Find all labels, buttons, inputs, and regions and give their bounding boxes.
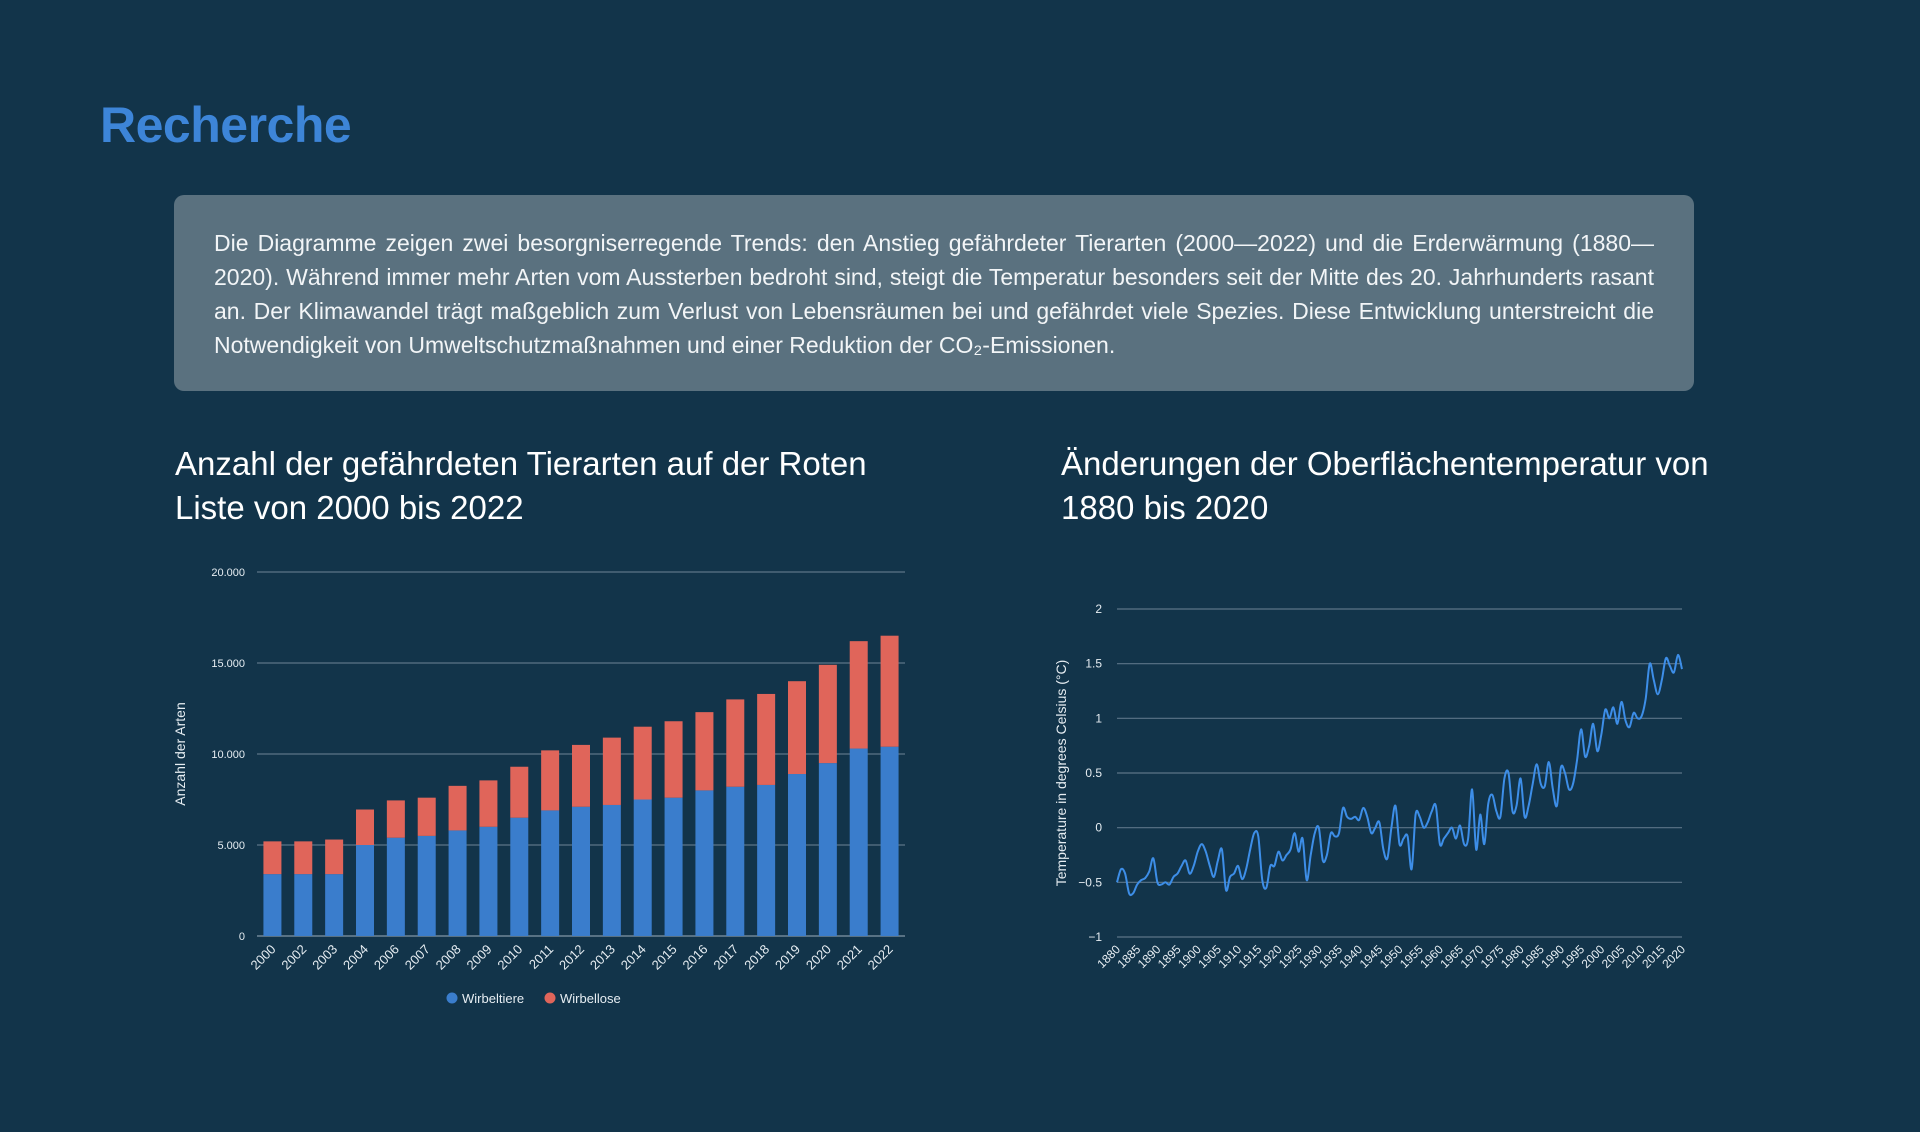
bar-invertebrates [664, 721, 683, 798]
x-tick-label: 2010 [494, 942, 525, 973]
x-tick-label: 2004 [340, 942, 371, 973]
bar-invertebrates [695, 712, 714, 791]
bar-invertebrates [479, 780, 498, 827]
y-tick-label: 5.000 [217, 840, 245, 852]
y-tick-label: 0 [239, 931, 245, 943]
bar-vertebrates [818, 763, 837, 936]
bar-invertebrates [417, 797, 436, 836]
y-tick-label: 0.5 [1085, 766, 1102, 780]
line-chart-title: Änderungen der Oberflächentemperatur von… [1061, 445, 1709, 526]
bar-vertebrates [325, 874, 344, 936]
x-tick-label: 2020 [1659, 942, 1688, 971]
x-tick-label: 2015 [649, 942, 680, 973]
bar-invertebrates [572, 744, 590, 807]
bar-invertebrates [448, 785, 467, 831]
bar-invertebrates [726, 699, 745, 787]
bar-vertebrates [356, 845, 374, 936]
y-tick-label: −0.5 [1078, 875, 1102, 889]
bar-invertebrates [263, 841, 282, 875]
bar-vertebrates [541, 810, 560, 936]
bar-vertebrates [448, 830, 467, 936]
legend-label-invertebrates: Wirbellose [560, 991, 621, 1006]
bar-vertebrates [572, 806, 590, 936]
bar-vertebrates [263, 874, 282, 936]
y-tick-label: 1 [1095, 711, 1102, 725]
bar-chart-title: Anzahl der gefährdeten Tierarten auf der… [175, 445, 867, 526]
x-tick-label: 2020 [803, 942, 834, 973]
bar-invertebrates [849, 641, 868, 749]
temperature-line-chart: −1 −0.5 0 0.5 1 1.5 2 Temperature in degrees Ce… [1053, 602, 1688, 971]
y-tick-label: −1 [1088, 930, 1102, 944]
bar-invertebrates [788, 681, 806, 775]
x-tick-label: 2007 [402, 942, 433, 973]
x-tick-label: 2006 [371, 942, 402, 973]
species-bar-chart: 0 5.000 10.000 15.000 20.000 Anzahl der Arten… [172, 567, 905, 1006]
bar-invertebrates [757, 693, 776, 785]
bar-vertebrates [633, 799, 652, 936]
x-tick-label: 2009 [463, 942, 494, 973]
bar-invertebrates [356, 809, 374, 845]
y-tick-label: 2 [1095, 602, 1102, 616]
y-axis-label: Anzahl der Arten [172, 702, 188, 806]
x-tick-label: 2017 [710, 942, 741, 973]
y-tick-label: 20.000 [211, 567, 245, 579]
x-tick-label: 2014 [618, 942, 649, 973]
bar-invertebrates [880, 635, 899, 747]
bar-invertebrates [602, 737, 621, 805]
x-tick-label: 2021 [834, 942, 865, 973]
summary-box: Die Diagramme zeigen zwei besorgniserreg… [174, 195, 1694, 391]
bar-invertebrates [541, 750, 560, 811]
x-tick-label: 2000 [247, 942, 278, 973]
x-tick-label: 2019 [772, 942, 803, 973]
bar-vertebrates [757, 784, 776, 936]
x-tick-label: 2022 [865, 942, 896, 973]
bar-invertebrates [633, 726, 652, 800]
bar-invertebrates [294, 841, 313, 875]
y-tick-label: 0 [1095, 821, 1102, 835]
x-tick-label: 2012 [556, 942, 587, 973]
y-tick-label: 1.5 [1085, 657, 1102, 671]
x-tick-label: 2002 [278, 942, 309, 973]
y-tick-label: 15.000 [211, 658, 245, 670]
y-tick-label: 10.000 [211, 749, 245, 761]
bar-vertebrates [602, 804, 621, 936]
bar-vertebrates [695, 790, 714, 936]
legend-marker-invertebrates [544, 992, 556, 1004]
x-tick-label: 2003 [309, 942, 340, 973]
x-tick-label: 2016 [679, 942, 710, 973]
bar-vertebrates [294, 874, 313, 936]
page-title: Recherche [100, 97, 352, 153]
bar-invertebrates [818, 664, 837, 764]
legend-marker-vertebrates [446, 992, 458, 1004]
x-tick-label: 2013 [587, 942, 618, 973]
bar-vertebrates [880, 746, 899, 936]
x-tick-label: 2011 [526, 942, 556, 972]
legend-label-vertebrates: Wirbeltiere [462, 991, 524, 1006]
bar-vertebrates [726, 786, 745, 936]
bar-vertebrates [386, 837, 405, 936]
x-tick-label: 2018 [741, 942, 772, 973]
x-tick-label: 2008 [433, 942, 464, 973]
bar-vertebrates [510, 817, 529, 936]
bar-vertebrates [849, 748, 868, 936]
summary-text: Die Diagramme zeigen zwei besorgniserreg… [214, 230, 1654, 358]
bar-vertebrates [479, 826, 498, 936]
bar-invertebrates [325, 839, 344, 875]
bar-invertebrates [510, 766, 529, 818]
bar-vertebrates [664, 797, 683, 936]
bar-vertebrates [788, 774, 806, 936]
bar-vertebrates [417, 835, 436, 936]
temperature-line [1116, 653, 1683, 897]
bar-invertebrates [386, 800, 405, 838]
y-axis-label: Temperature in degrees Celsius (°C) [1053, 660, 1069, 887]
